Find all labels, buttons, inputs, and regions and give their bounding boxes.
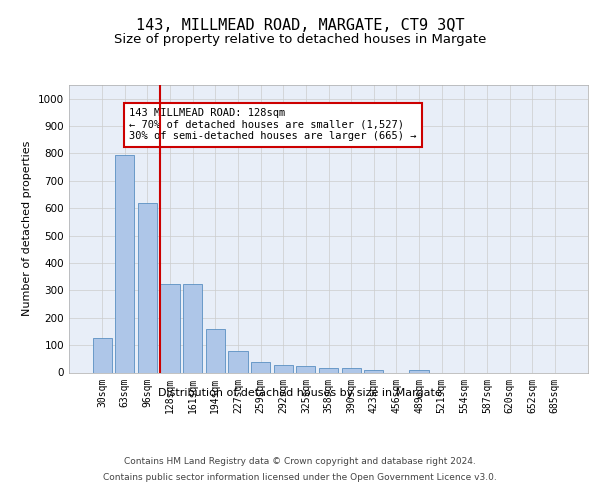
Text: Contains public sector information licensed under the Open Government Licence v3: Contains public sector information licen… bbox=[103, 472, 497, 482]
Bar bbox=[251, 362, 270, 372]
Bar bbox=[138, 202, 157, 372]
Bar bbox=[160, 284, 180, 372]
Bar bbox=[274, 365, 293, 372]
Bar bbox=[183, 284, 202, 372]
Bar bbox=[319, 368, 338, 372]
Bar bbox=[206, 328, 225, 372]
Bar bbox=[341, 368, 361, 372]
Bar bbox=[296, 366, 316, 372]
Text: Distribution of detached houses by size in Margate: Distribution of detached houses by size … bbox=[158, 388, 442, 398]
Text: Size of property relative to detached houses in Margate: Size of property relative to detached ho… bbox=[114, 32, 486, 46]
Bar bbox=[115, 155, 134, 372]
Bar bbox=[229, 351, 248, 372]
Bar bbox=[364, 370, 383, 372]
Text: 143, MILLMEAD ROAD, MARGATE, CT9 3QT: 143, MILLMEAD ROAD, MARGATE, CT9 3QT bbox=[136, 18, 464, 32]
Bar bbox=[409, 370, 428, 372]
Y-axis label: Number of detached properties: Number of detached properties bbox=[22, 141, 32, 316]
Bar bbox=[92, 338, 112, 372]
Text: 143 MILLMEAD ROAD: 128sqm
← 70% of detached houses are smaller (1,527)
30% of se: 143 MILLMEAD ROAD: 128sqm ← 70% of detac… bbox=[130, 108, 417, 142]
Text: Contains HM Land Registry data © Crown copyright and database right 2024.: Contains HM Land Registry data © Crown c… bbox=[124, 458, 476, 466]
